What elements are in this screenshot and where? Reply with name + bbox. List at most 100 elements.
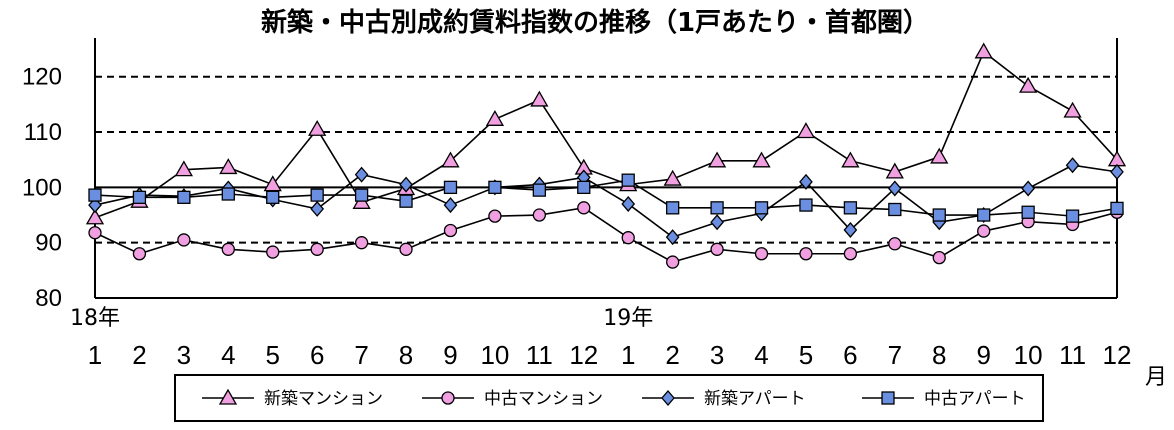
y-tick-90: 90: [35, 230, 62, 257]
series-4-point-11: [532, 183, 546, 197]
legend-marker-3: [661, 390, 675, 406]
series-2-point-16: [754, 247, 769, 261]
series-3-point-14: [665, 229, 680, 246]
series-2-point-6: [310, 242, 324, 256]
x-tick-19: 7: [888, 340, 902, 370]
x-tick-16: 4: [754, 340, 768, 370]
x-tick-24: 12: [1103, 340, 1132, 370]
series-4-point-2: [132, 190, 147, 204]
series-2-point-19: [888, 237, 902, 251]
series-2-point-15: [710, 242, 724, 256]
series-4-point-16: [754, 201, 769, 215]
series-3-point-13: [621, 195, 636, 212]
series-4-point-6: [310, 188, 324, 202]
series-2-point-11: [532, 208, 546, 222]
series-2-point-13: [621, 231, 635, 245]
x-tick-10: 10: [480, 340, 509, 370]
series-2-point-9: [443, 223, 458, 238]
x-tick-2: 2: [132, 340, 146, 370]
chart-title: 新築・中古別成約賃料指数の推移（1戸あたり・首都圏）: [261, 7, 929, 38]
series-1-point-5: [263, 175, 282, 192]
x-tick-9: 9: [443, 340, 457, 370]
y-tick-100: 100: [22, 174, 62, 201]
y-tick-80: 80: [35, 285, 62, 312]
legend: 新築マンション 中古マンション 新築アパート 中古アパート: [174, 374, 1044, 422]
series-1-point-22: [1019, 76, 1038, 93]
series-1-point-18: [841, 151, 860, 168]
series-1-point-1: [85, 208, 105, 225]
series-2-point-10: [488, 209, 502, 223]
series-1-point-11: [530, 90, 549, 107]
x-tick-18: 6: [843, 340, 857, 370]
series-1-point-16: [752, 151, 771, 168]
series-3: [88, 157, 1124, 246]
series-2-point-8: [399, 242, 413, 256]
series-1-point-23: [1063, 101, 1082, 118]
x-tick-11: 11: [526, 340, 553, 370]
series-4-point-20: [932, 208, 946, 222]
series-2-point-5: [266, 245, 280, 259]
series-2-point-4: [221, 242, 235, 256]
y-tick-110: 110: [24, 119, 62, 146]
legend-marker-1: [218, 388, 238, 405]
series-4-point-17: [799, 198, 813, 212]
x-tick-6: 6: [310, 340, 324, 370]
series-2-point-2: [132, 247, 147, 261]
series-3-point-24: [1110, 163, 1124, 180]
series-4: [88, 173, 1124, 223]
x-tick-4: 4: [221, 340, 235, 370]
series-2-point-18: [843, 247, 858, 261]
grid-lines: [95, 75, 1117, 244]
x-tick-20: 8: [932, 340, 946, 370]
y-tick-120: 120: [22, 64, 62, 91]
series-4-point-18: [843, 201, 858, 215]
series-3-point-22: [1021, 180, 1035, 197]
series-4-point-21: [977, 208, 991, 222]
series-1-point-10: [485, 110, 505, 126]
x-tick-1: 1: [88, 340, 102, 370]
series-2-point-14: [666, 255, 680, 269]
series-2-point-7: [354, 236, 369, 250]
series-1-line: [94, 50, 1118, 219]
series-4-point-9: [443, 180, 458, 195]
x-tick-13: 1: [621, 340, 635, 370]
series-3-line: [94, 164, 1118, 239]
series-3-point-23: [1065, 157, 1080, 174]
x-tick-15: 3: [710, 340, 724, 370]
x-tick-22: 10: [1014, 340, 1043, 370]
series-4-line: [94, 179, 1118, 217]
series-3-point-15: [710, 214, 724, 231]
series-3-point-17: [799, 173, 813, 190]
legend-marker-2: [441, 391, 455, 405]
x-tick-3: 3: [177, 340, 191, 370]
series-4-point-14: [666, 201, 680, 215]
series-1-point-21: [974, 42, 993, 59]
series-1-point-6: [308, 119, 327, 136]
legend-label-1: 新築マンション: [264, 389, 383, 409]
legend-label-3: 新築アパート: [704, 389, 806, 409]
series-3-point-8: [399, 176, 413, 193]
x-tick-17: 5: [799, 340, 813, 370]
series-1-point-15: [707, 151, 727, 168]
x-tick-14: 2: [665, 340, 679, 370]
series-4-point-22: [1021, 205, 1035, 219]
series-3-point-19: [887, 180, 902, 197]
series-1-point-19: [885, 162, 904, 179]
series-1-point-9: [441, 151, 460, 168]
legend-label-2: 中古マンション: [484, 389, 603, 409]
series-4-point-15: [710, 201, 724, 215]
series-2: [88, 201, 1124, 269]
legend-marker-4: [881, 391, 895, 405]
series-2-point-17: [799, 247, 813, 261]
legend-label-4: 中古アパート: [924, 389, 1026, 409]
series-4-point-13: [621, 173, 635, 187]
series-2-point-3: [177, 233, 191, 247]
series-2-point-1: [88, 226, 102, 240]
series-1-point-14: [663, 169, 682, 186]
series-1-point-17: [796, 122, 816, 139]
x-tick-8: 8: [399, 340, 413, 370]
year-label-2: 19年: [603, 306, 653, 331]
x-tick-5: 5: [266, 340, 280, 370]
